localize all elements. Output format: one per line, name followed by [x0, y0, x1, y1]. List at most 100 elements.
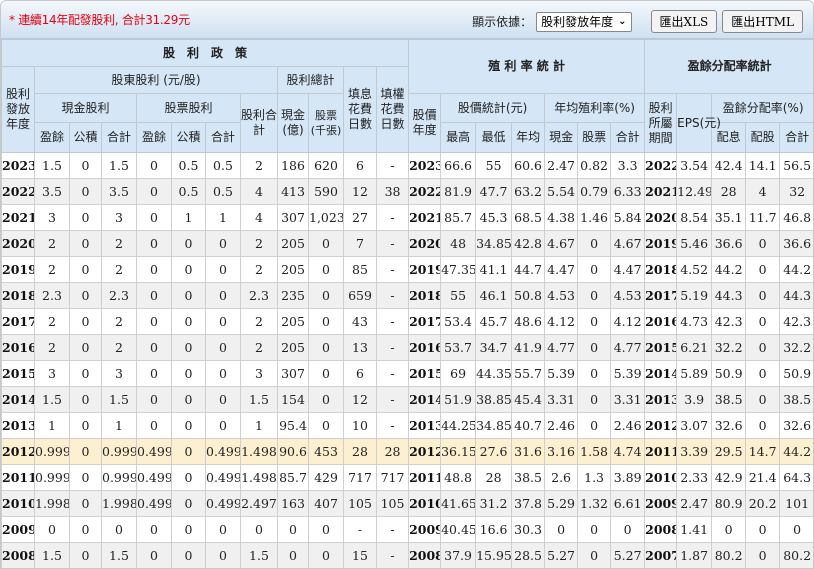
export-xls-button[interactable]: 匯出XLS: [650, 10, 718, 33]
value-cell: 20.2: [745, 490, 781, 517]
value-cell: 10: [343, 412, 377, 439]
value-cell: 101: [779, 490, 813, 517]
value-cell: 38.5: [511, 464, 546, 491]
value-cell: 0: [745, 542, 781, 568]
value-cell: 46.1: [475, 282, 513, 309]
value-cell: 5.46: [676, 230, 713, 257]
year-cell: 2023: [408, 152, 442, 179]
value-cell: 0: [205, 542, 241, 568]
table-row: 2012 0.999 0 0.999 0.499 0 0.499 1.498 90.6 453 28…: [1, 438, 813, 465]
year-cell: 2017: [1, 308, 35, 335]
value-cell: -: [375, 204, 410, 231]
value-cell: 6.21: [676, 334, 713, 361]
value-cell: 0: [69, 204, 102, 231]
year-cell: 2011: [1, 464, 35, 491]
value-cell: 42.8: [511, 230, 546, 257]
value-cell: -: [375, 334, 410, 361]
value-cell: 0: [745, 386, 781, 413]
value-cell: 2: [101, 256, 137, 283]
value-cell: 0: [136, 334, 172, 361]
value-cell: 0: [171, 230, 206, 257]
value-cell: 1.41: [676, 516, 713, 543]
value-cell: -: [375, 256, 410, 283]
value-cell: 1.5: [101, 152, 137, 179]
value-cell: 30.3: [511, 516, 546, 543]
value-cell: 2: [34, 308, 70, 335]
value-cell: 0: [577, 230, 612, 257]
value-cell: -: [375, 542, 410, 568]
table-row: 2008 1.5 0 1.5 0 0 0 1.5 0 0 15-2008 37.9 15.95 28.5 5…: [1, 542, 813, 568]
export-html-button[interactable]: 匯出HTML: [722, 10, 803, 33]
value-cell: 0: [171, 256, 206, 283]
value-cell: 0: [745, 360, 781, 387]
value-cell: 4.47: [544, 256, 579, 283]
year-cell: 2013: [408, 412, 442, 439]
value-cell: 1.5: [34, 542, 70, 568]
value-cell: 11.7: [745, 204, 781, 231]
value-cell: 0.82: [577, 152, 612, 179]
value-cell: 2: [240, 256, 278, 283]
cash-earnings-header: 盈餘: [34, 122, 70, 153]
table-body: 2023 1.5 0 1.5 0 0.5 0.5 2 186 620 6-2023 66.6 55 60.…: [1, 152, 813, 568]
year-cell: 2019: [1, 256, 35, 283]
value-cell: 4.47: [610, 256, 646, 283]
value-cell: 3.89: [610, 464, 646, 491]
value-cell: 0: [240, 516, 278, 543]
year-cell: 2009: [1, 516, 35, 543]
value-cell: 0.999: [101, 438, 137, 465]
yield-total-header: 合計: [610, 122, 646, 153]
yield-stats-header: 殖 利 率 統 計: [408, 39, 646, 94]
value-cell: 0: [136, 256, 172, 283]
year-cell: 2022: [408, 178, 442, 205]
year-cell: 2014: [408, 386, 442, 413]
value-cell: 2: [240, 308, 278, 335]
table-row: 2010 1.998 0 1.998 0.499 0 0.499 2.497 163 407 105…: [1, 490, 813, 517]
table-row: 2017 2 0 2 0 0 0 2 205 0 43-2017 53.4 45.7 48.6 4.12 0 4…: [1, 308, 813, 335]
value-cell: 1.5: [101, 386, 137, 413]
value-cell: 3: [101, 204, 137, 231]
value-cell: 2.3: [34, 282, 70, 309]
value-cell: 37.9: [440, 542, 477, 568]
value-cell: 50.9: [711, 360, 747, 387]
value-cell: 3.16: [544, 438, 579, 465]
value-cell: 0: [69, 412, 102, 439]
value-cell: 28.5: [511, 542, 546, 568]
payout-stats-header: 盈餘分配率統計: [644, 39, 813, 94]
value-cell: 38.5: [711, 386, 747, 413]
value-cell: -: [375, 230, 410, 257]
year-cell: 2016: [1, 334, 35, 361]
value-cell: 0: [205, 282, 241, 309]
value-cell: 3.9: [676, 386, 713, 413]
value-cell: 0: [171, 412, 206, 439]
payout-total-header: 合計: [779, 122, 813, 153]
value-cell: 620: [308, 152, 344, 179]
value-cell: 717: [375, 464, 410, 491]
year-cell: 2017: [408, 308, 442, 335]
value-cell: 0: [136, 516, 172, 543]
value-cell: 0: [308, 412, 344, 439]
value-cell: 60.6: [511, 152, 546, 179]
value-cell: 1.5: [101, 542, 137, 568]
year-cell: 2019: [644, 230, 678, 257]
value-cell: 0: [308, 230, 344, 257]
year-cell: 2018: [408, 282, 442, 309]
value-cell: 0: [308, 360, 344, 387]
value-cell: 0: [69, 308, 102, 335]
year-cell: 2007: [644, 542, 678, 568]
value-cell: 0: [69, 230, 102, 257]
value-cell: 80.2: [779, 542, 813, 568]
value-cell: 0: [136, 542, 172, 568]
payout-cash-header: 配息: [711, 122, 747, 153]
year-cell: 2016: [408, 334, 442, 361]
value-cell: -: [375, 412, 410, 439]
year-cell: 2011: [408, 464, 442, 491]
value-cell: 27: [343, 204, 377, 231]
value-cell: 85.7: [277, 464, 309, 491]
display-by-select[interactable]: 股利發放年度 ⌄: [536, 11, 632, 32]
value-cell: 0: [745, 256, 781, 283]
value-cell: 0: [205, 256, 241, 283]
value-cell: 1: [34, 412, 70, 439]
value-cell: 0: [171, 334, 206, 361]
year-cell: 2015: [644, 334, 678, 361]
value-cell: 31.6: [511, 438, 546, 465]
